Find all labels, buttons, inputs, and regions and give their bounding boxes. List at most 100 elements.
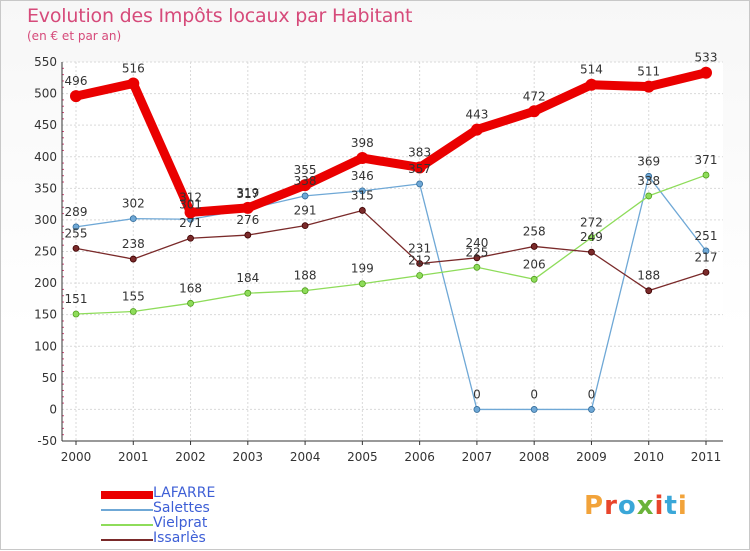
data-point [530,275,538,283]
y-tick-label: 350 [34,181,57,195]
data-point [301,192,309,200]
legend-item: Issarlès [101,530,301,547]
logo-letter: o [617,491,637,521]
x-tick-label: 2002 [175,450,206,464]
proxiti-logo: Proxiti [584,491,688,521]
y-tick-label: 100 [34,339,57,353]
data-label: 472 [523,89,546,103]
data-point [187,299,194,307]
data-point [129,215,137,223]
data-point [70,90,82,103]
series-line [75,209,707,292]
data-point [473,263,481,271]
data-label: 240 [465,236,488,250]
data-point [244,231,252,239]
legend-item: Salettes [101,500,301,517]
y-tick-label: 300 [34,213,57,227]
data-point [301,287,309,295]
data-label: 516 [122,61,145,75]
series-line [75,175,707,411]
data-label: 398 [351,136,374,150]
data-label: 371 [695,153,718,167]
data-label: 249 [580,230,603,244]
data-label: 301 [179,197,202,211]
data-point [72,244,80,252]
data-label: 383 [408,145,431,159]
data-point [588,234,595,242]
x-tick-label: 2011 [691,450,722,464]
data-label: 317 [236,187,259,201]
series-line [75,174,707,315]
logo-letter: i [677,491,688,521]
data-point [241,201,254,214]
legend-swatch [101,539,153,541]
data-point [356,152,369,165]
x-tick-label: 2006 [404,450,435,464]
data-label: 212 [408,254,431,268]
series-vielprat [72,171,710,318]
y-tick-label: 0 [49,402,57,416]
y-tick-label: 50 [42,371,57,385]
y-tick-label: 550 [34,55,57,69]
data-point [645,192,653,200]
data-point [72,310,80,318]
legend-label: Salettes [153,500,210,516]
data-label: 0 [588,387,596,401]
logo-letter: P [584,491,605,521]
data-point [702,171,710,179]
data-label: 188 [294,269,317,283]
data-label: 496 [65,74,88,88]
data-point [416,272,424,279]
chart-subtitle: (en € et par an) [27,29,122,43]
data-label: 319 [236,186,259,200]
legend-label: Vielprat [153,515,208,531]
data-point [187,234,194,242]
logo-letter: t [664,491,678,521]
data-label: 206 [523,257,546,271]
y-tick-label: -50 [37,434,57,448]
data-point [530,406,538,413]
data-point [299,179,312,192]
series-line [71,68,711,217]
x-tick-label: 2009 [576,450,607,464]
data-point [184,206,197,219]
data-point [127,77,140,90]
y-tick-label: 400 [34,150,57,164]
data-point [702,247,710,255]
data-point [588,248,595,256]
data-point [72,223,80,231]
data-label: 238 [122,237,145,251]
logo-letter: x [636,491,655,521]
legend-swatch [101,524,153,526]
series-issarls [72,207,710,295]
data-label: 184 [236,271,259,285]
y-tick-label: 250 [34,245,57,259]
data-label: 231 [408,242,431,256]
x-tick-label: 2007 [462,450,493,464]
data-point [473,406,481,413]
data-label: 355 [294,163,317,177]
legend-label: Issarlès [153,530,206,546]
legend-label: LAFARRE [153,485,216,501]
x-tick-label: 2008 [519,450,550,464]
data-label: 272 [580,216,603,230]
data-point [528,105,541,118]
data-point [358,280,366,288]
data-label: 302 [122,197,145,211]
legend-swatch [101,509,153,511]
logo-letter: r [604,491,618,521]
data-label: 346 [351,169,374,183]
data-label: 251 [695,229,718,243]
data-point [700,66,712,79]
data-point [702,268,710,276]
data-label: 168 [179,281,202,295]
data-point [585,78,598,91]
data-point [301,222,309,230]
series-lafarre [70,66,712,219]
data-label: 0 [530,387,538,401]
y-tick-label: 500 [34,87,57,101]
data-point [129,308,137,315]
data-label: 357 [408,162,431,176]
